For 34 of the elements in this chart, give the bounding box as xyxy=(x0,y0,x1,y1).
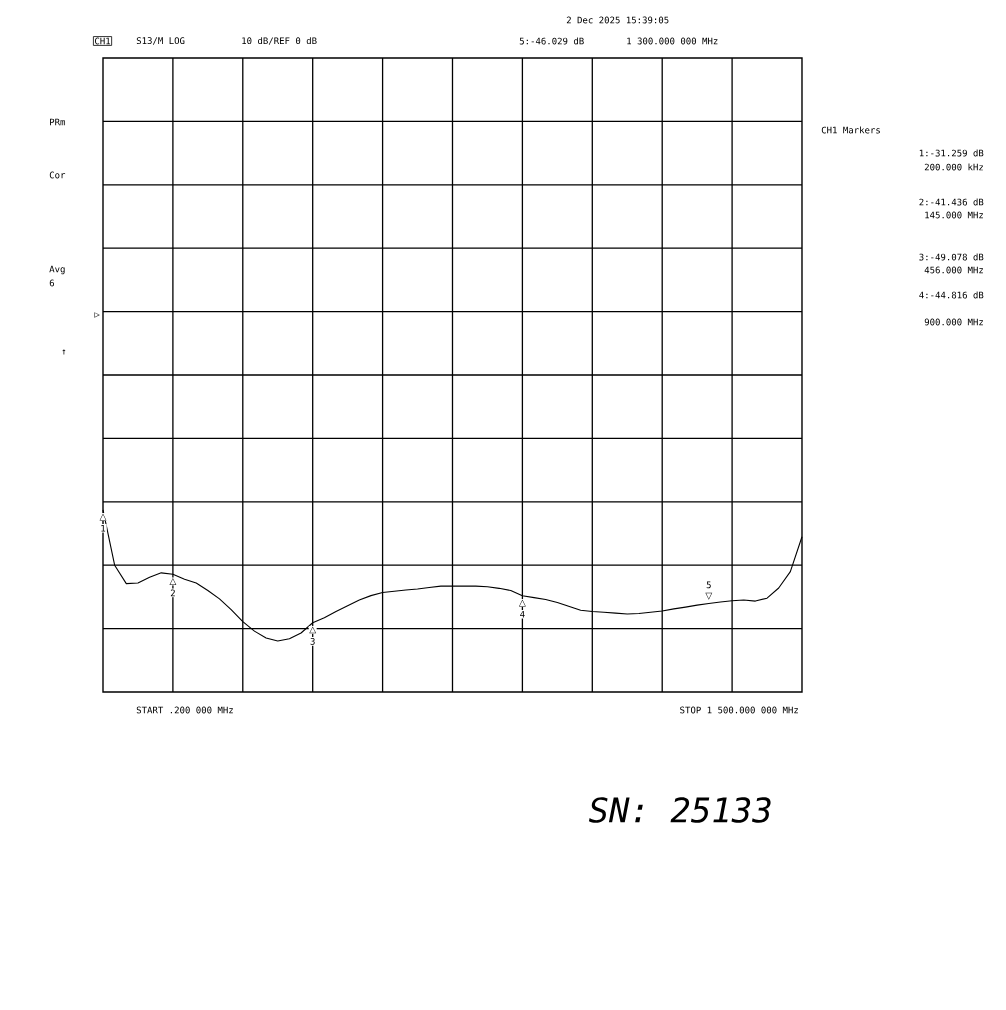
annotation: △ xyxy=(99,513,107,521)
text: 5:-46.029 dB xyxy=(519,37,584,45)
text: 4:-44.816 dB xyxy=(919,291,984,299)
text: SN: 25133 xyxy=(588,797,771,823)
text: 6 xyxy=(49,279,55,287)
text: 456.000 MHz xyxy=(924,266,983,274)
text: 2:-41.436 dB xyxy=(919,198,984,206)
annotation: 3 xyxy=(310,637,315,645)
text: S13/M LOG xyxy=(136,37,185,45)
annotation: 1 xyxy=(101,525,106,532)
text: 10 dB/REF 0 dB xyxy=(242,37,317,45)
text: ▷ xyxy=(94,312,100,318)
text: Cor xyxy=(49,171,66,179)
text: 145.000 MHz xyxy=(925,211,983,219)
text: 3:-49.078 dB xyxy=(919,253,984,261)
text: Avg xyxy=(49,265,65,275)
text: STOP 1 500.000 000 MHz xyxy=(680,706,798,714)
annotation: △ xyxy=(169,578,177,585)
text: 2 Dec 2025 15:39:05 xyxy=(566,16,669,24)
annotation: 4 xyxy=(520,611,525,618)
annotation: 2 xyxy=(170,589,175,597)
annotation: 5 xyxy=(706,581,711,589)
text: CH1 Markers xyxy=(821,126,880,134)
text: PRm xyxy=(50,118,66,126)
text: ↑ xyxy=(62,349,66,355)
text: START .200 000 MHz xyxy=(136,706,233,714)
text: CH1 xyxy=(95,37,111,45)
annotation: △ xyxy=(518,599,526,607)
annotation: △ xyxy=(309,626,317,634)
text: 900.000 MHz xyxy=(924,318,983,326)
annotation: ▽ xyxy=(705,592,713,600)
text: 1 300.000 000 MHz xyxy=(627,37,718,45)
text: 1:-31.259 dB xyxy=(919,149,984,157)
text: 200.000 kHz xyxy=(924,163,983,171)
